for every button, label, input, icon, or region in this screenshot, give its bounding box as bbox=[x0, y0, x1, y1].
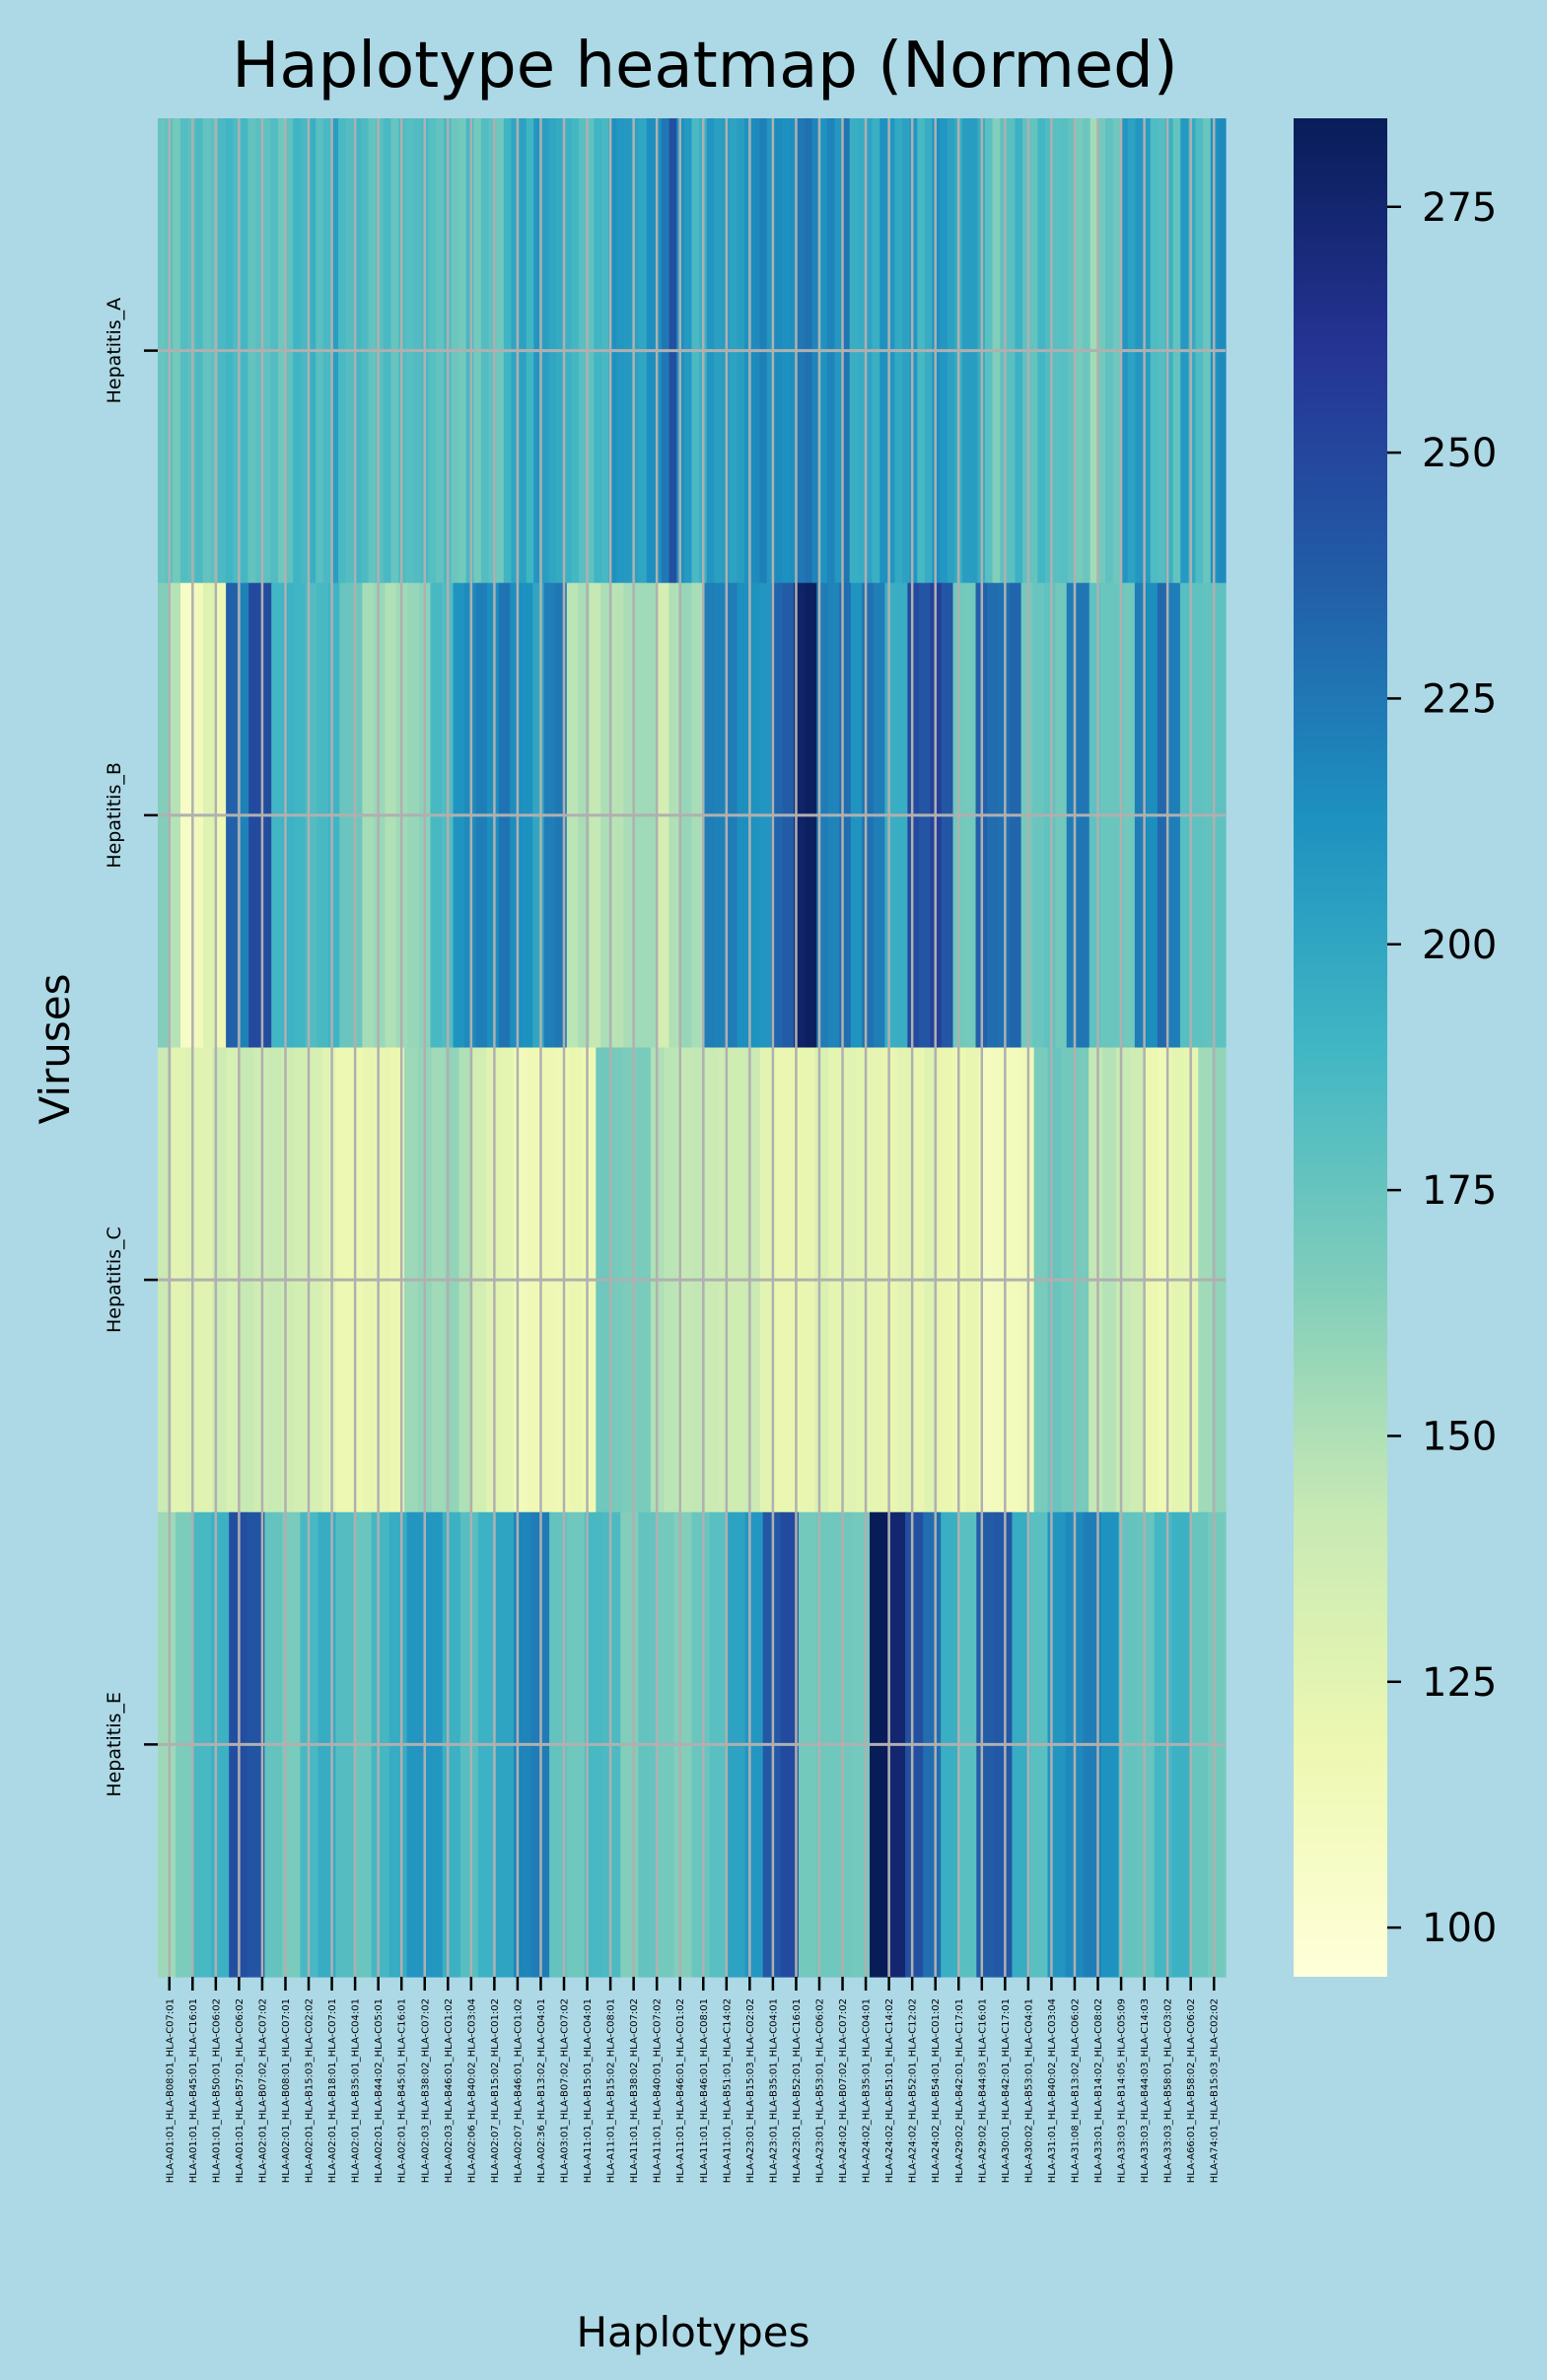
heatmap-grid bbox=[158, 118, 1226, 1977]
colorbar-tick-label: 150 bbox=[1422, 1415, 1497, 1460]
column-tick-label: HLA-A01:01_HLA-B57:01_HLA-C06:02 bbox=[235, 1998, 246, 2183]
column-tick-label: HLA-A30:01_HLA-B42:01_HLA-C17:01 bbox=[1001, 1998, 1012, 2183]
column-tick-label: HLA-A24:02_HLA-B52:01_HLA-C12:02 bbox=[908, 1998, 919, 2183]
chart-title: Haplotype heatmap (Normed) bbox=[232, 30, 1178, 103]
column-tick-label: HLA-A02:01_HLA-B44:02_HLA-C05:01 bbox=[374, 1998, 385, 2183]
column-tick-label: HLA-A33:01_HLA-B14:02_HLA-C08:02 bbox=[1093, 1998, 1104, 2183]
column-tick-label: HLA-A11:01_HLA-B46:01_HLA-C01:02 bbox=[675, 1998, 686, 2183]
column-tick-label: HLA-A02:01_HLA-B18:01_HLA-C07:01 bbox=[327, 1998, 338, 2183]
column-tick-label: HLA-A23:01_HLA-B52:01_HLA-C16:01 bbox=[792, 1998, 803, 2183]
colorbar-tick-label: 100 bbox=[1422, 1906, 1497, 1951]
column-tick-label: HLA-A31:08_HLA-B13:02_HLA-C06:02 bbox=[1071, 1998, 1082, 2183]
column-tick-label: HLA-A33:03_HLA-B14:05_HLA-C05:09 bbox=[1117, 1998, 1128, 2183]
column-tick-label: HLA-A23:01_HLA-B15:03_HLA-C02:02 bbox=[745, 1998, 756, 2183]
column-tick-label: HLA-A74:01_HLA-B15:03_HLA-C02:02 bbox=[1210, 1998, 1221, 2183]
column-tick-label: HLA-A66:01_HLA-B58:02_HLA-C06:02 bbox=[1186, 1998, 1197, 2183]
column-tick-label: HLA-A02:01_HLA-B08:01_HLA-C07:01 bbox=[281, 1998, 292, 2183]
column-tick-label: HLA-A02:01_HLA-B35:01_HLA-C04:01 bbox=[351, 1998, 362, 2183]
row-axis: Hepatitis_A Hepatitis_B Hepatitis_C Hepatit… bbox=[104, 298, 158, 1797]
column-tick-label: HLA-A11:01_HLA-B46:01_HLA-C08:01 bbox=[699, 1998, 710, 2183]
column-tick-label: HLA-A31:01_HLA-B40:02_HLA-C03:04 bbox=[1047, 1998, 1058, 2183]
row-tick-label: Hepatitis_C bbox=[104, 1226, 125, 1333]
column-tick-label: HLA-A02:07_HLA-B15:02_HLA-C01:02 bbox=[490, 1998, 501, 2183]
column-tick-label: HLA-A11:01_HLA-B51:01_HLA-C14:02 bbox=[722, 1998, 733, 2183]
column-tick-label: HLA-A24:02_HLA-B51:01_HLA-C14:02 bbox=[884, 1998, 895, 2183]
row-tick-label: Hepatitis_B bbox=[104, 762, 125, 869]
column-tick-label: HLA-A24:02_HLA-B54:01_HLA-C01:02 bbox=[931, 1998, 942, 2183]
colorbar bbox=[1294, 118, 1387, 1977]
column-tick-label: HLA-A11:01_HLA-B15:01_HLA-C04:01 bbox=[583, 1998, 594, 2183]
column-tick-label: HLA-A29:02_HLA-B42:01_HLA-C17:01 bbox=[954, 1998, 965, 2183]
y-axis-label: Viruses bbox=[31, 974, 79, 1125]
column-tick-label: HLA-A11:01_HLA-B15:02_HLA-C08:01 bbox=[606, 1998, 617, 2183]
column-tick-label: HLA-A02:36_HLA-B13:02_HLA-C04:01 bbox=[536, 1998, 547, 2183]
colorbar-tick-label: 275 bbox=[1422, 185, 1497, 231]
heatmap-cells bbox=[158, 118, 1227, 1978]
colorbar-tick-label: 125 bbox=[1422, 1660, 1497, 1706]
column-tick-label: HLA-A11:01_HLA-B38:02_HLA-C07:02 bbox=[629, 1998, 640, 2183]
column-tick-label: HLA-A03:01_HLA-B07:02_HLA-C07:02 bbox=[560, 1998, 571, 2183]
column-tick-label: HLA-A24:02_HLA-B07:02_HLA-C07:02 bbox=[838, 1998, 849, 2183]
column-axis: HLA-A01:01_HLA-B08:01_HLA-C07:01 HLA-A01:… bbox=[165, 1977, 1221, 2183]
column-tick-label: HLA-A01:01_HLA-B50:01_HLA-C06:02 bbox=[211, 1998, 222, 2183]
column-tick-label: HLA-A29:02_HLA-B44:03_HLA-C16:01 bbox=[977, 1998, 988, 2183]
column-tick-label: HLA-A02:03_HLA-B46:01_HLA-C01:02 bbox=[444, 1998, 455, 2183]
column-tick-label: HLA-A02:01_HLA-B15:03_HLA-C02:02 bbox=[305, 1998, 316, 2183]
column-tick-label: HLA-A01:01_HLA-B08:01_HLA-C07:01 bbox=[165, 1998, 176, 2183]
row-tick-label: Hepatitis_A bbox=[104, 298, 125, 404]
column-tick-label: HLA-A02:06_HLA-B40:02_HLA-C03:04 bbox=[466, 1998, 477, 2183]
column-tick-label: HLA-A01:01_HLA-B45:01_HLA-C16:01 bbox=[188, 1998, 199, 2183]
column-tick-label: HLA-A02:01_HLA-B45:01_HLA-C16:01 bbox=[397, 1998, 408, 2183]
column-tick-label: HLA-A23:01_HLA-B35:01_HLA-C04:01 bbox=[768, 1998, 779, 2183]
column-tick-label: HLA-A02:01_HLA-B07:02_HLA-C07:02 bbox=[257, 1998, 268, 2183]
column-tick-label: HLA-A30:02_HLA-B53:01_HLA-C04:01 bbox=[1023, 1998, 1034, 2183]
column-tick-label: HLA-A11:01_HLA-B40:01_HLA-C07:02 bbox=[653, 1998, 664, 2183]
row-tick-label: Hepatitis_E bbox=[104, 1692, 125, 1797]
colorbar-tick-label: 175 bbox=[1422, 1168, 1497, 1214]
column-tick-label: HLA-A33:03_HLA-B44:03_HLA-C14:03 bbox=[1140, 1998, 1151, 2183]
colorbar-axis: 100 125 150 175 200 225 250 275 bbox=[1387, 185, 1497, 1951]
column-tick-label: HLA-A02:07_HLA-B46:01_HLA-C01:02 bbox=[513, 1998, 524, 2183]
colorbar-tick-label: 200 bbox=[1422, 923, 1497, 968]
column-tick-label: HLA-A24:02_HLA-B35:01_HLA-C04:01 bbox=[862, 1998, 873, 2183]
colorbar-tick-label: 250 bbox=[1422, 431, 1497, 476]
column-tick-label: HLA-A23:01_HLA-B53:01_HLA-C06:02 bbox=[815, 1998, 826, 2183]
x-axis-label: Haplotypes bbox=[576, 2308, 809, 2356]
colorbar-tick-label: 225 bbox=[1422, 676, 1497, 722]
column-tick-label: HLA-A33:03_HLA-B58:01_HLA-C03:02 bbox=[1163, 1998, 1174, 2183]
column-tick-label: HLA-A02:03_HLA-B38:02_HLA-C07:02 bbox=[420, 1998, 431, 2183]
